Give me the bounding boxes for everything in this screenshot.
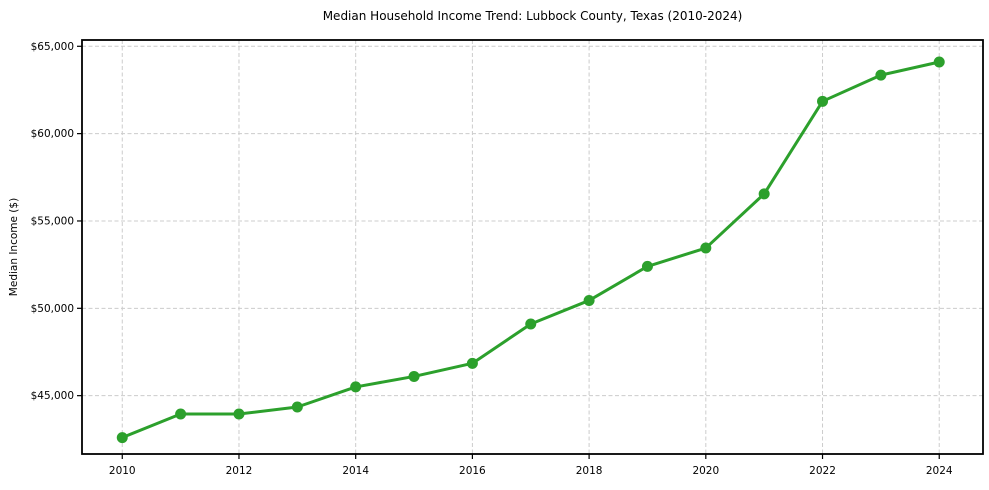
data-point-marker [525,318,537,330]
data-point-marker [933,56,945,68]
y-tick-label: $45,000 [31,390,74,402]
data-point-marker [408,370,420,382]
x-tick-label: 2022 [809,465,836,477]
data-point-marker [291,401,303,413]
income-line [120,60,941,440]
data-point-marker [817,95,829,107]
y-tick-label: $50,000 [31,303,74,315]
x-tick-label: 2024 [926,465,953,477]
data-point-marker [116,432,128,444]
y-tick-label: $60,000 [31,128,74,140]
data-point-marker [758,188,770,200]
data-point-marker [875,69,887,81]
x-tick-label: 2014 [342,465,369,477]
data-point-marker [641,260,653,272]
x-tick-label: 2020 [692,465,719,477]
data-point-marker [583,294,595,306]
plot-border [81,39,984,455]
data-point-marker [466,357,478,369]
data-point-marker [700,242,712,254]
x-tick-label: 2018 [576,465,603,477]
x-tick-label: 2012 [226,465,253,477]
data-point-marker [175,408,187,420]
data-point-marker [350,381,362,393]
chart-title: Median Household Income Trend: Lubbock C… [322,9,743,23]
y-tick-label: $55,000 [31,215,74,227]
x-tick-label: 2016 [459,465,486,477]
data-point-marker [233,408,245,420]
y-tick-label: $65,000 [31,41,74,53]
x-tick-label: 2010 [109,465,136,477]
